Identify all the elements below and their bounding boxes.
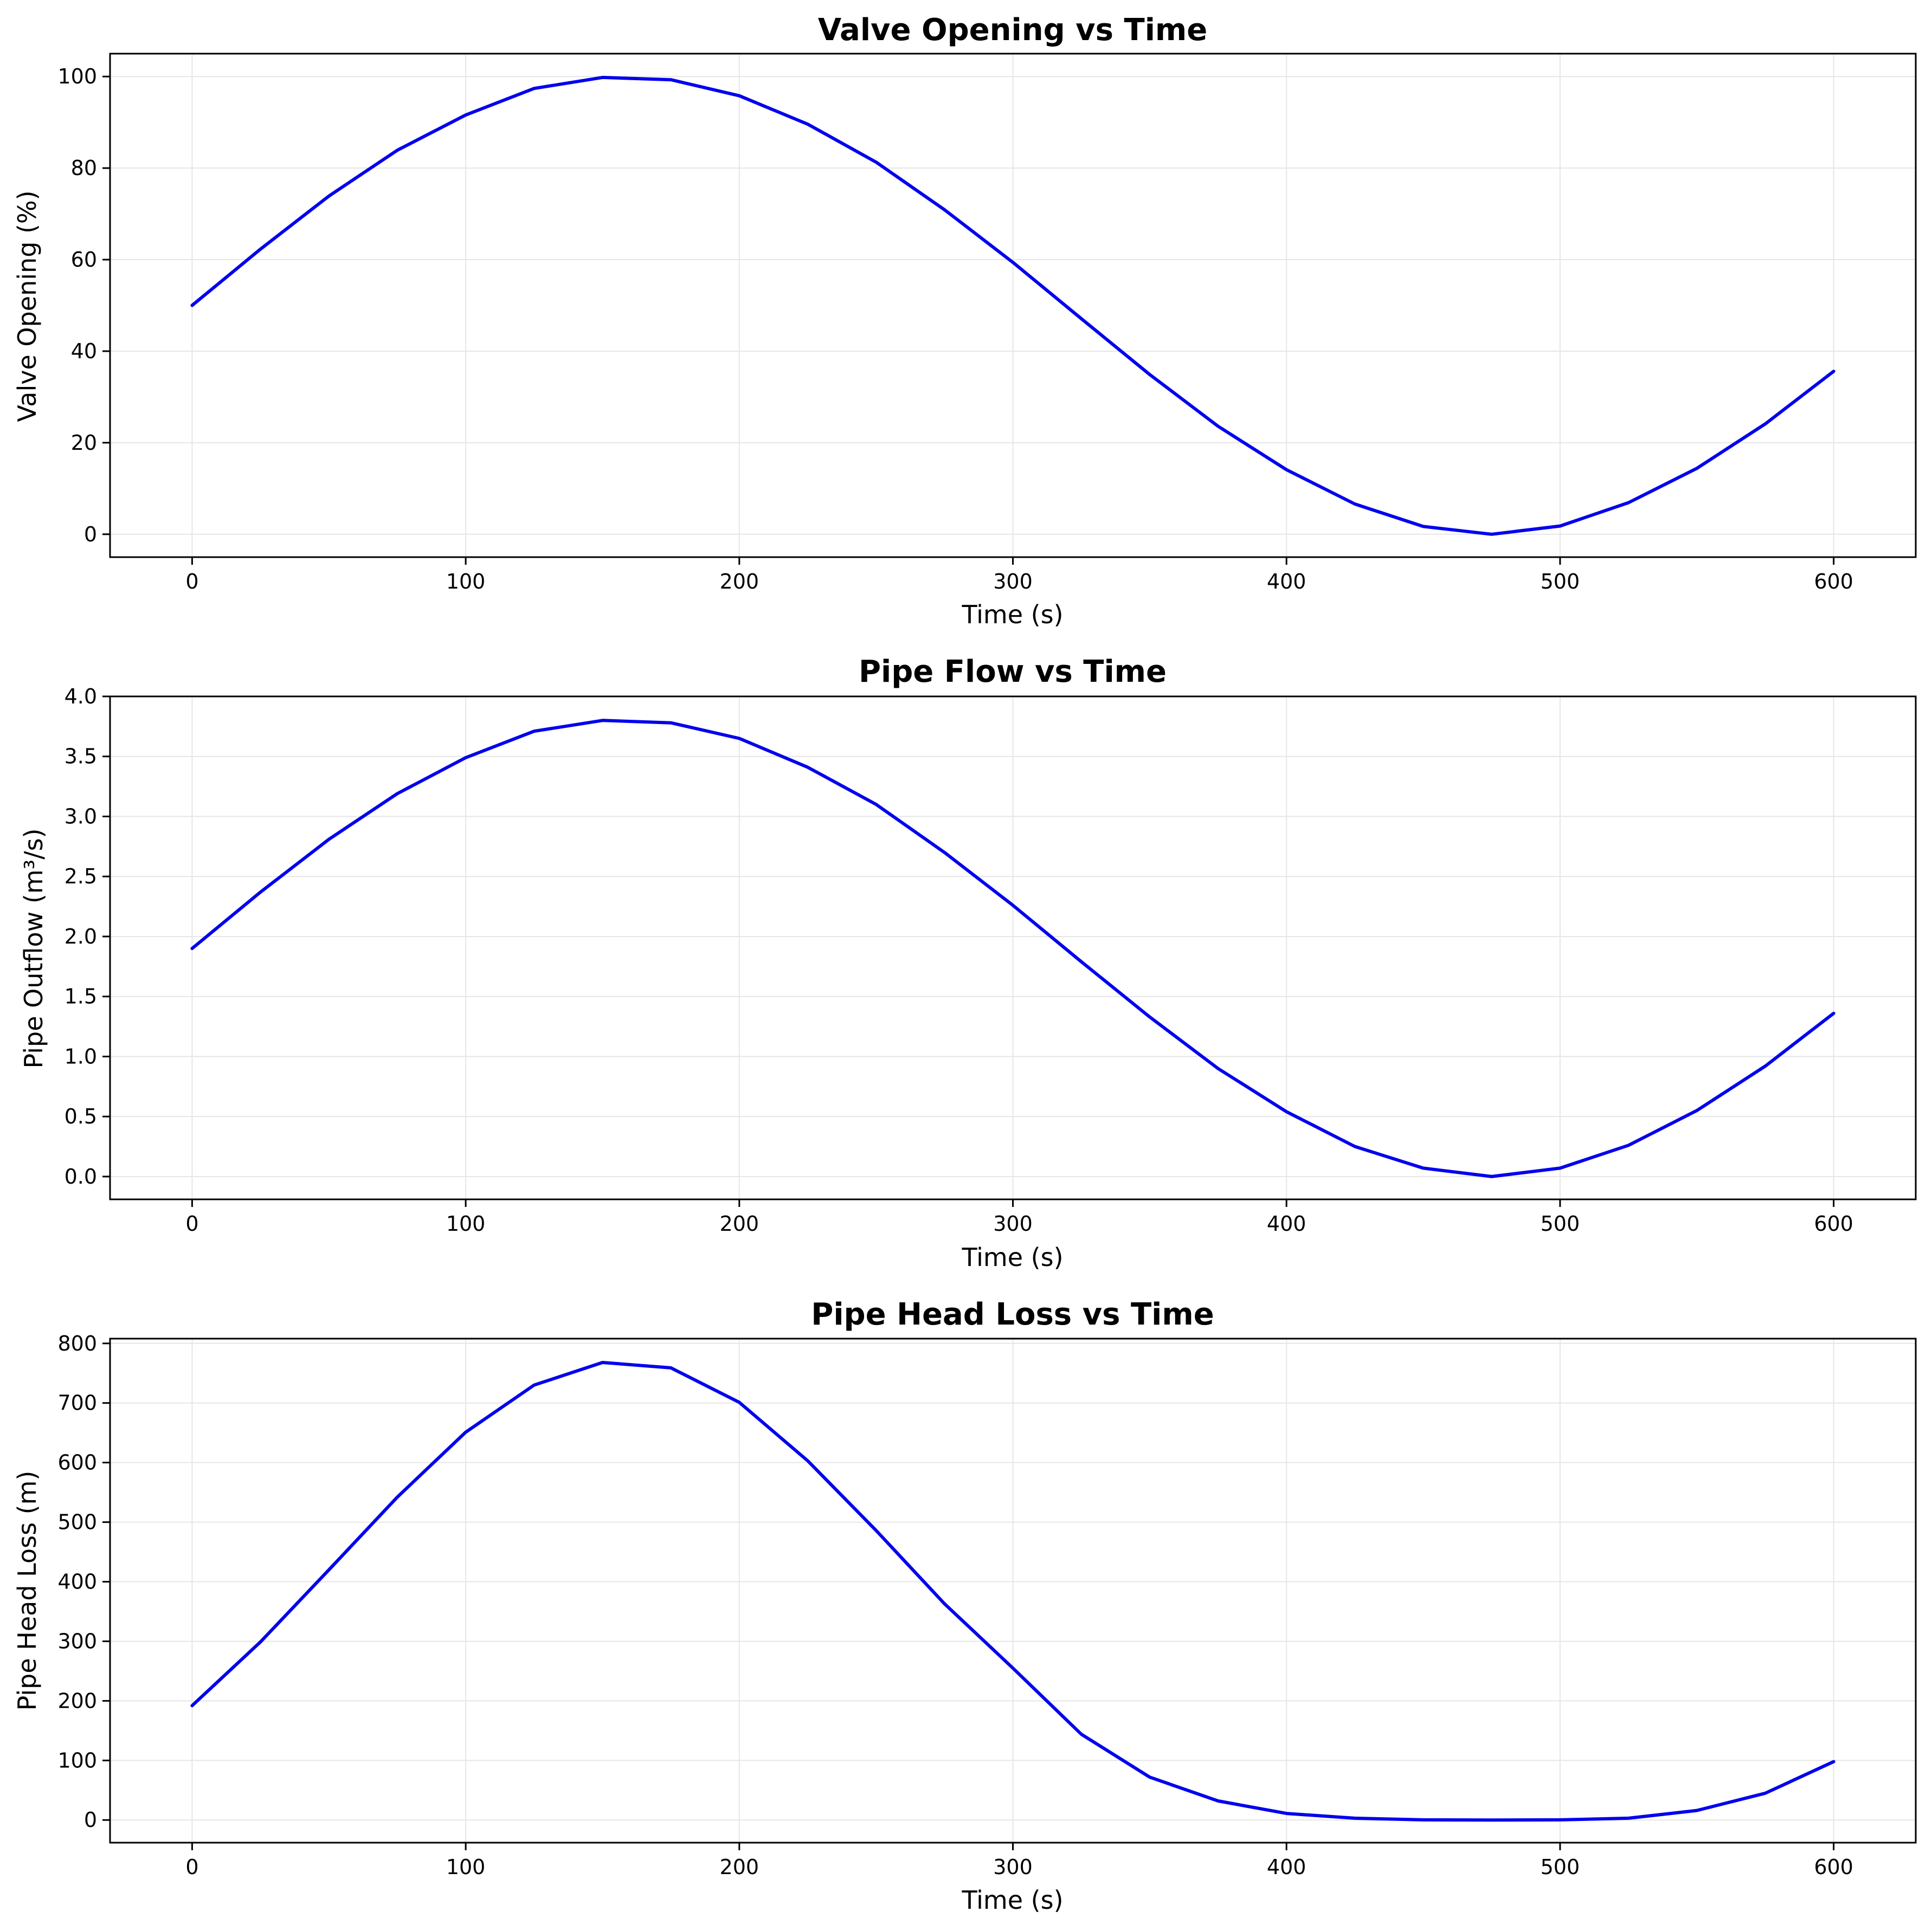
x-tick-label: 100 bbox=[446, 1212, 486, 1236]
y-tick-label: 100 bbox=[57, 1748, 97, 1772]
x-tick-label: 300 bbox=[993, 570, 1033, 593]
x-tick-label: 400 bbox=[1267, 1212, 1306, 1236]
y-tick-label: 0 bbox=[84, 522, 97, 546]
y-tick-label: 100 bbox=[57, 64, 97, 88]
y-tick-label: 60 bbox=[71, 248, 97, 272]
y-tick-label: 0 bbox=[84, 1808, 97, 1832]
y-tick-label: 3.5 bbox=[65, 745, 97, 768]
x-tick-label: 0 bbox=[185, 1212, 198, 1236]
x-tick-label: 500 bbox=[1541, 1212, 1580, 1236]
subplot-pipe-head-loss: Pipe Head Loss vs Time 0 100 200 300 400 500 6… bbox=[12, 1297, 1917, 1915]
y-tick-label: 20 bbox=[71, 431, 97, 455]
x-axis-label: Time (s) bbox=[961, 1243, 1063, 1272]
x-tick-label: 600 bbox=[1814, 570, 1853, 593]
series-line bbox=[190, 1361, 1836, 1822]
x-tick-label: 400 bbox=[1267, 1855, 1306, 1879]
plot-area: 0 100 200 300 400 500 600 0 100 200 300 400 500 600 70… bbox=[57, 1332, 1917, 1879]
y-tick-label: 800 bbox=[57, 1332, 97, 1355]
x-tick-label: 0 bbox=[185, 1855, 198, 1879]
x-tick-label: 200 bbox=[720, 1212, 759, 1236]
y-tick-label: 2.5 bbox=[65, 864, 97, 888]
series-line bbox=[190, 75, 1836, 536]
y-axis-label: Pipe Head Loss (m) bbox=[12, 1471, 42, 1711]
y-tick-label: 200 bbox=[57, 1689, 97, 1713]
y-tick-label: 600 bbox=[57, 1451, 97, 1475]
plot-area: 0 100 200 300 400 500 600 0.0 0.5 1.0 1.5 2.0 2.5 3.0… bbox=[65, 684, 1917, 1236]
x-tick-label: 100 bbox=[446, 570, 486, 593]
x-tick-label: 200 bbox=[720, 570, 759, 593]
y-tick-label: 400 bbox=[57, 1570, 97, 1594]
x-axis-label: Time (s) bbox=[961, 1885, 1063, 1915]
x-tick-label: 400 bbox=[1267, 570, 1306, 593]
y-tick-label: 0.5 bbox=[65, 1105, 97, 1128]
y-tick-label: 2.0 bbox=[65, 925, 97, 948]
chart-title: Pipe Head Loss vs Time bbox=[811, 1297, 1214, 1332]
x-tick-label: 300 bbox=[993, 1855, 1033, 1879]
subplot-pipe-flow: Pipe Flow vs Time 0 100 200 300 400 500 600 0.0… bbox=[19, 654, 1917, 1272]
x-tick-label: 500 bbox=[1541, 1855, 1580, 1879]
chart-title: Valve Opening vs Time bbox=[818, 12, 1207, 48]
x-tick-label: 0 bbox=[185, 570, 198, 593]
x-tick-label: 600 bbox=[1814, 1212, 1853, 1236]
x-tick-label: 300 bbox=[993, 1212, 1033, 1236]
plot-area: 0 100 200 300 400 500 600 0 20 40 60 80 100 bbox=[57, 53, 1917, 593]
y-axis-label: Pipe Outflow (m³/s) bbox=[19, 829, 48, 1069]
x-tick-label: 100 bbox=[446, 1855, 486, 1879]
y-tick-label: 1.5 bbox=[65, 985, 97, 1009]
y-tick-label: 40 bbox=[71, 339, 97, 363]
y-tick-label: 700 bbox=[57, 1391, 97, 1415]
y-tick-label: 500 bbox=[57, 1510, 97, 1534]
x-tick-label: 200 bbox=[720, 1855, 759, 1879]
series-line bbox=[190, 719, 1836, 1178]
y-tick-label: 300 bbox=[57, 1629, 97, 1653]
chart-title: Pipe Flow vs Time bbox=[859, 654, 1167, 689]
x-tick-label: 600 bbox=[1814, 1855, 1853, 1879]
subplot-valve-opening: Valve Opening vs Time 0 100 200 300 400 500 60… bbox=[12, 12, 1917, 629]
x-tick-label: 500 bbox=[1541, 570, 1580, 593]
y-tick-label: 0.0 bbox=[65, 1165, 97, 1189]
y-tick-label: 80 bbox=[71, 156, 97, 180]
y-tick-label: 3.0 bbox=[65, 804, 97, 828]
x-axis-label: Time (s) bbox=[961, 600, 1063, 629]
y-axis-label: Valve Opening (%) bbox=[12, 190, 42, 422]
y-tick-label: 4.0 bbox=[65, 684, 97, 708]
y-tick-label: 1.0 bbox=[65, 1044, 97, 1068]
